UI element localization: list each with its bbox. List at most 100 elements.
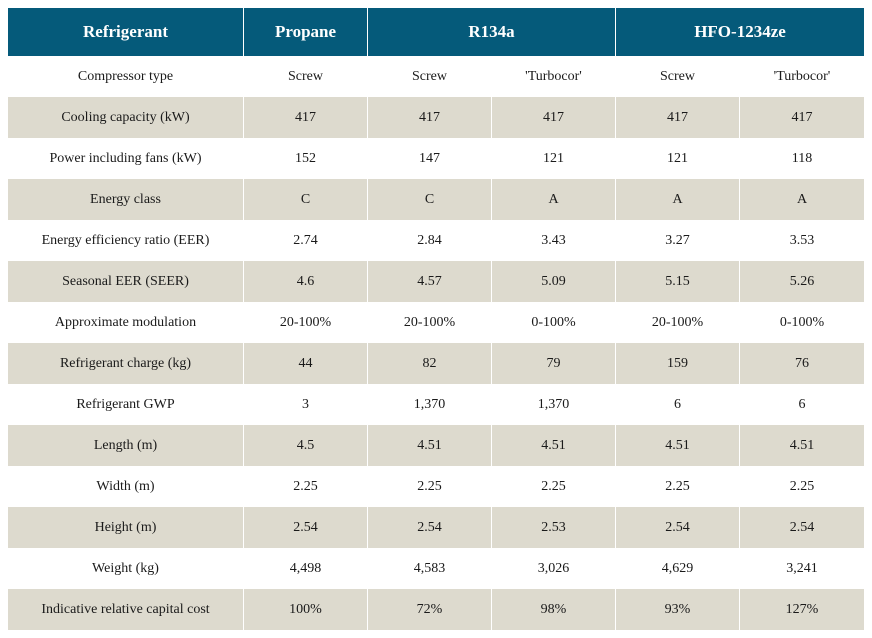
data-cell: 0-100% <box>492 302 616 343</box>
data-cell: 4.5 <box>244 425 368 466</box>
table-row: Length (m)4.54.514.514.514.51 <box>8 425 864 466</box>
header-propane: Propane <box>244 8 368 56</box>
data-cell: 4,583 <box>368 548 492 589</box>
data-cell: A <box>492 179 616 220</box>
data-cell: 3.43 <box>492 220 616 261</box>
data-cell: 3.27 <box>616 220 740 261</box>
data-cell: 4.51 <box>368 425 492 466</box>
data-cell: 2.25 <box>740 466 864 507</box>
data-cell: 2.84 <box>368 220 492 261</box>
data-cell: 4.51 <box>492 425 616 466</box>
data-cell: 6 <box>616 384 740 425</box>
table-row: Refrigerant GWP31,3701,37066 <box>8 384 864 425</box>
refrigerant-comparison-table: Refrigerant Propane R134a HFO-1234ze Com… <box>8 8 864 630</box>
data-cell: Screw <box>244 56 368 97</box>
table-row: Seasonal EER (SEER)4.64.575.095.155.26 <box>8 261 864 302</box>
data-cell: 100% <box>244 589 368 630</box>
data-cell: 2.54 <box>244 507 368 548</box>
data-cell: 3,026 <box>492 548 616 589</box>
data-cell: 98% <box>492 589 616 630</box>
row-label: Compressor type <box>8 56 244 97</box>
data-cell: C <box>368 179 492 220</box>
data-cell: 4.6 <box>244 261 368 302</box>
data-cell: 2.25 <box>244 466 368 507</box>
data-cell: 4.57 <box>368 261 492 302</box>
data-cell: 2.25 <box>368 466 492 507</box>
data-cell: 'Turbocor' <box>492 56 616 97</box>
header-r134a: R134a <box>368 8 616 56</box>
data-cell: 6 <box>740 384 864 425</box>
data-cell: 417 <box>244 97 368 138</box>
table-row: Height (m)2.542.542.532.542.54 <box>8 507 864 548</box>
data-cell: 417 <box>368 97 492 138</box>
table-row: Indicative relative capital cost100%72%9… <box>8 589 864 630</box>
row-label: Cooling capacity (kW) <box>8 97 244 138</box>
data-cell: 20-100% <box>368 302 492 343</box>
data-cell: 20-100% <box>616 302 740 343</box>
row-label: Length (m) <box>8 425 244 466</box>
data-cell: 2.54 <box>368 507 492 548</box>
row-label: Energy class <box>8 179 244 220</box>
table-row: Width (m)2.252.252.252.252.25 <box>8 466 864 507</box>
data-cell: 4.51 <box>740 425 864 466</box>
table-row: Cooling capacity (kW)417417417417417 <box>8 97 864 138</box>
data-cell: 2.54 <box>616 507 740 548</box>
table-row: Weight (kg)4,4984,5833,0264,6293,241 <box>8 548 864 589</box>
table-row: Energy efficiency ratio (EER)2.742.843.4… <box>8 220 864 261</box>
data-cell: 121 <box>492 138 616 179</box>
row-label: Width (m) <box>8 466 244 507</box>
row-label: Refrigerant charge (kg) <box>8 343 244 384</box>
data-cell: 3.53 <box>740 220 864 261</box>
data-cell: 5.15 <box>616 261 740 302</box>
data-cell: 2.25 <box>616 466 740 507</box>
data-cell: 1,370 <box>492 384 616 425</box>
data-cell: 2.74 <box>244 220 368 261</box>
row-label: Indicative relative capital cost <box>8 589 244 630</box>
data-cell: C <box>244 179 368 220</box>
data-cell: 'Turbocor' <box>740 56 864 97</box>
data-cell: Screw <box>368 56 492 97</box>
data-cell: 159 <box>616 343 740 384</box>
data-cell: 44 <box>244 343 368 384</box>
table-body: Compressor typeScrewScrew'Turbocor'Screw… <box>8 56 864 630</box>
data-cell: A <box>740 179 864 220</box>
data-cell: 417 <box>616 97 740 138</box>
row-label: Refrigerant GWP <box>8 384 244 425</box>
table-row: Energy classCCAAA <box>8 179 864 220</box>
data-cell: 118 <box>740 138 864 179</box>
table-row: Approximate modulation20-100%20-100%0-10… <box>8 302 864 343</box>
row-label: Power including fans (kW) <box>8 138 244 179</box>
data-cell: 20-100% <box>244 302 368 343</box>
data-cell: 147 <box>368 138 492 179</box>
data-cell: 4,629 <box>616 548 740 589</box>
data-cell: Screw <box>616 56 740 97</box>
data-cell: 417 <box>492 97 616 138</box>
table-row: Refrigerant charge (kg)44827915976 <box>8 343 864 384</box>
data-cell: 5.26 <box>740 261 864 302</box>
data-cell: 82 <box>368 343 492 384</box>
row-label: Seasonal EER (SEER) <box>8 261 244 302</box>
data-cell: 127% <box>740 589 864 630</box>
table-row: Compressor typeScrewScrew'Turbocor'Screw… <box>8 56 864 97</box>
data-cell: 417 <box>740 97 864 138</box>
table-row: Power including fans (kW)152147121121118 <box>8 138 864 179</box>
data-cell: 3,241 <box>740 548 864 589</box>
data-cell: 1,370 <box>368 384 492 425</box>
row-label: Height (m) <box>8 507 244 548</box>
data-cell: 4,498 <box>244 548 368 589</box>
data-cell: 2.25 <box>492 466 616 507</box>
data-cell: 72% <box>368 589 492 630</box>
table-header-row: Refrigerant Propane R134a HFO-1234ze <box>8 8 864 56</box>
row-label: Approximate modulation <box>8 302 244 343</box>
row-label: Weight (kg) <box>8 548 244 589</box>
data-cell: 79 <box>492 343 616 384</box>
data-cell: 4.51 <box>616 425 740 466</box>
header-refrigerant: Refrigerant <box>8 8 244 56</box>
data-cell: 2.54 <box>740 507 864 548</box>
header-hfo: HFO-1234ze <box>616 8 864 56</box>
data-cell: 5.09 <box>492 261 616 302</box>
data-cell: A <box>616 179 740 220</box>
row-label: Energy efficiency ratio (EER) <box>8 220 244 261</box>
data-cell: 152 <box>244 138 368 179</box>
data-cell: 93% <box>616 589 740 630</box>
